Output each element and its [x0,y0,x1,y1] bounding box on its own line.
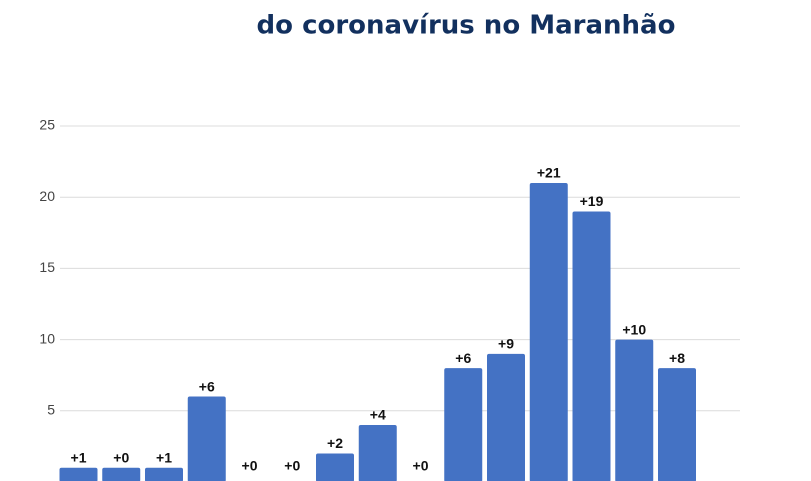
data-label: +1 [71,449,87,465]
data-label: +0 [113,449,129,465]
data-label: +6 [199,378,215,394]
chart-title: do coronavírus no Maranhão [257,11,676,41]
bar [572,211,611,481]
y-tick-label: 5 [47,402,55,418]
y-tick-label: 15 [39,259,55,275]
data-label: +8 [669,350,685,366]
data-label: +10 [622,321,646,337]
y-tick-label: 10 [39,330,55,346]
bar [658,368,696,481]
bar [358,425,397,481]
data-label: +21 [537,165,561,181]
data-label: +9 [498,336,514,352]
data-label: +0 [284,458,300,474]
data-label: +19 [580,193,604,209]
bar [316,453,354,481]
y-tick-label: 25 [39,117,55,133]
data-label: +6 [455,350,471,366]
data-label: +0 [242,458,258,474]
bar [444,368,483,481]
data-label: +2 [327,435,343,451]
bar [145,467,183,481]
y-tick-label: 20 [39,188,55,204]
data-label: +0 [413,458,429,474]
bar [59,467,98,481]
bar [102,467,141,481]
bar [529,182,568,481]
data-label: +4 [370,407,386,423]
bar [487,353,525,481]
bar [187,396,226,481]
bar [615,339,654,481]
data-label: +1 [156,449,172,465]
